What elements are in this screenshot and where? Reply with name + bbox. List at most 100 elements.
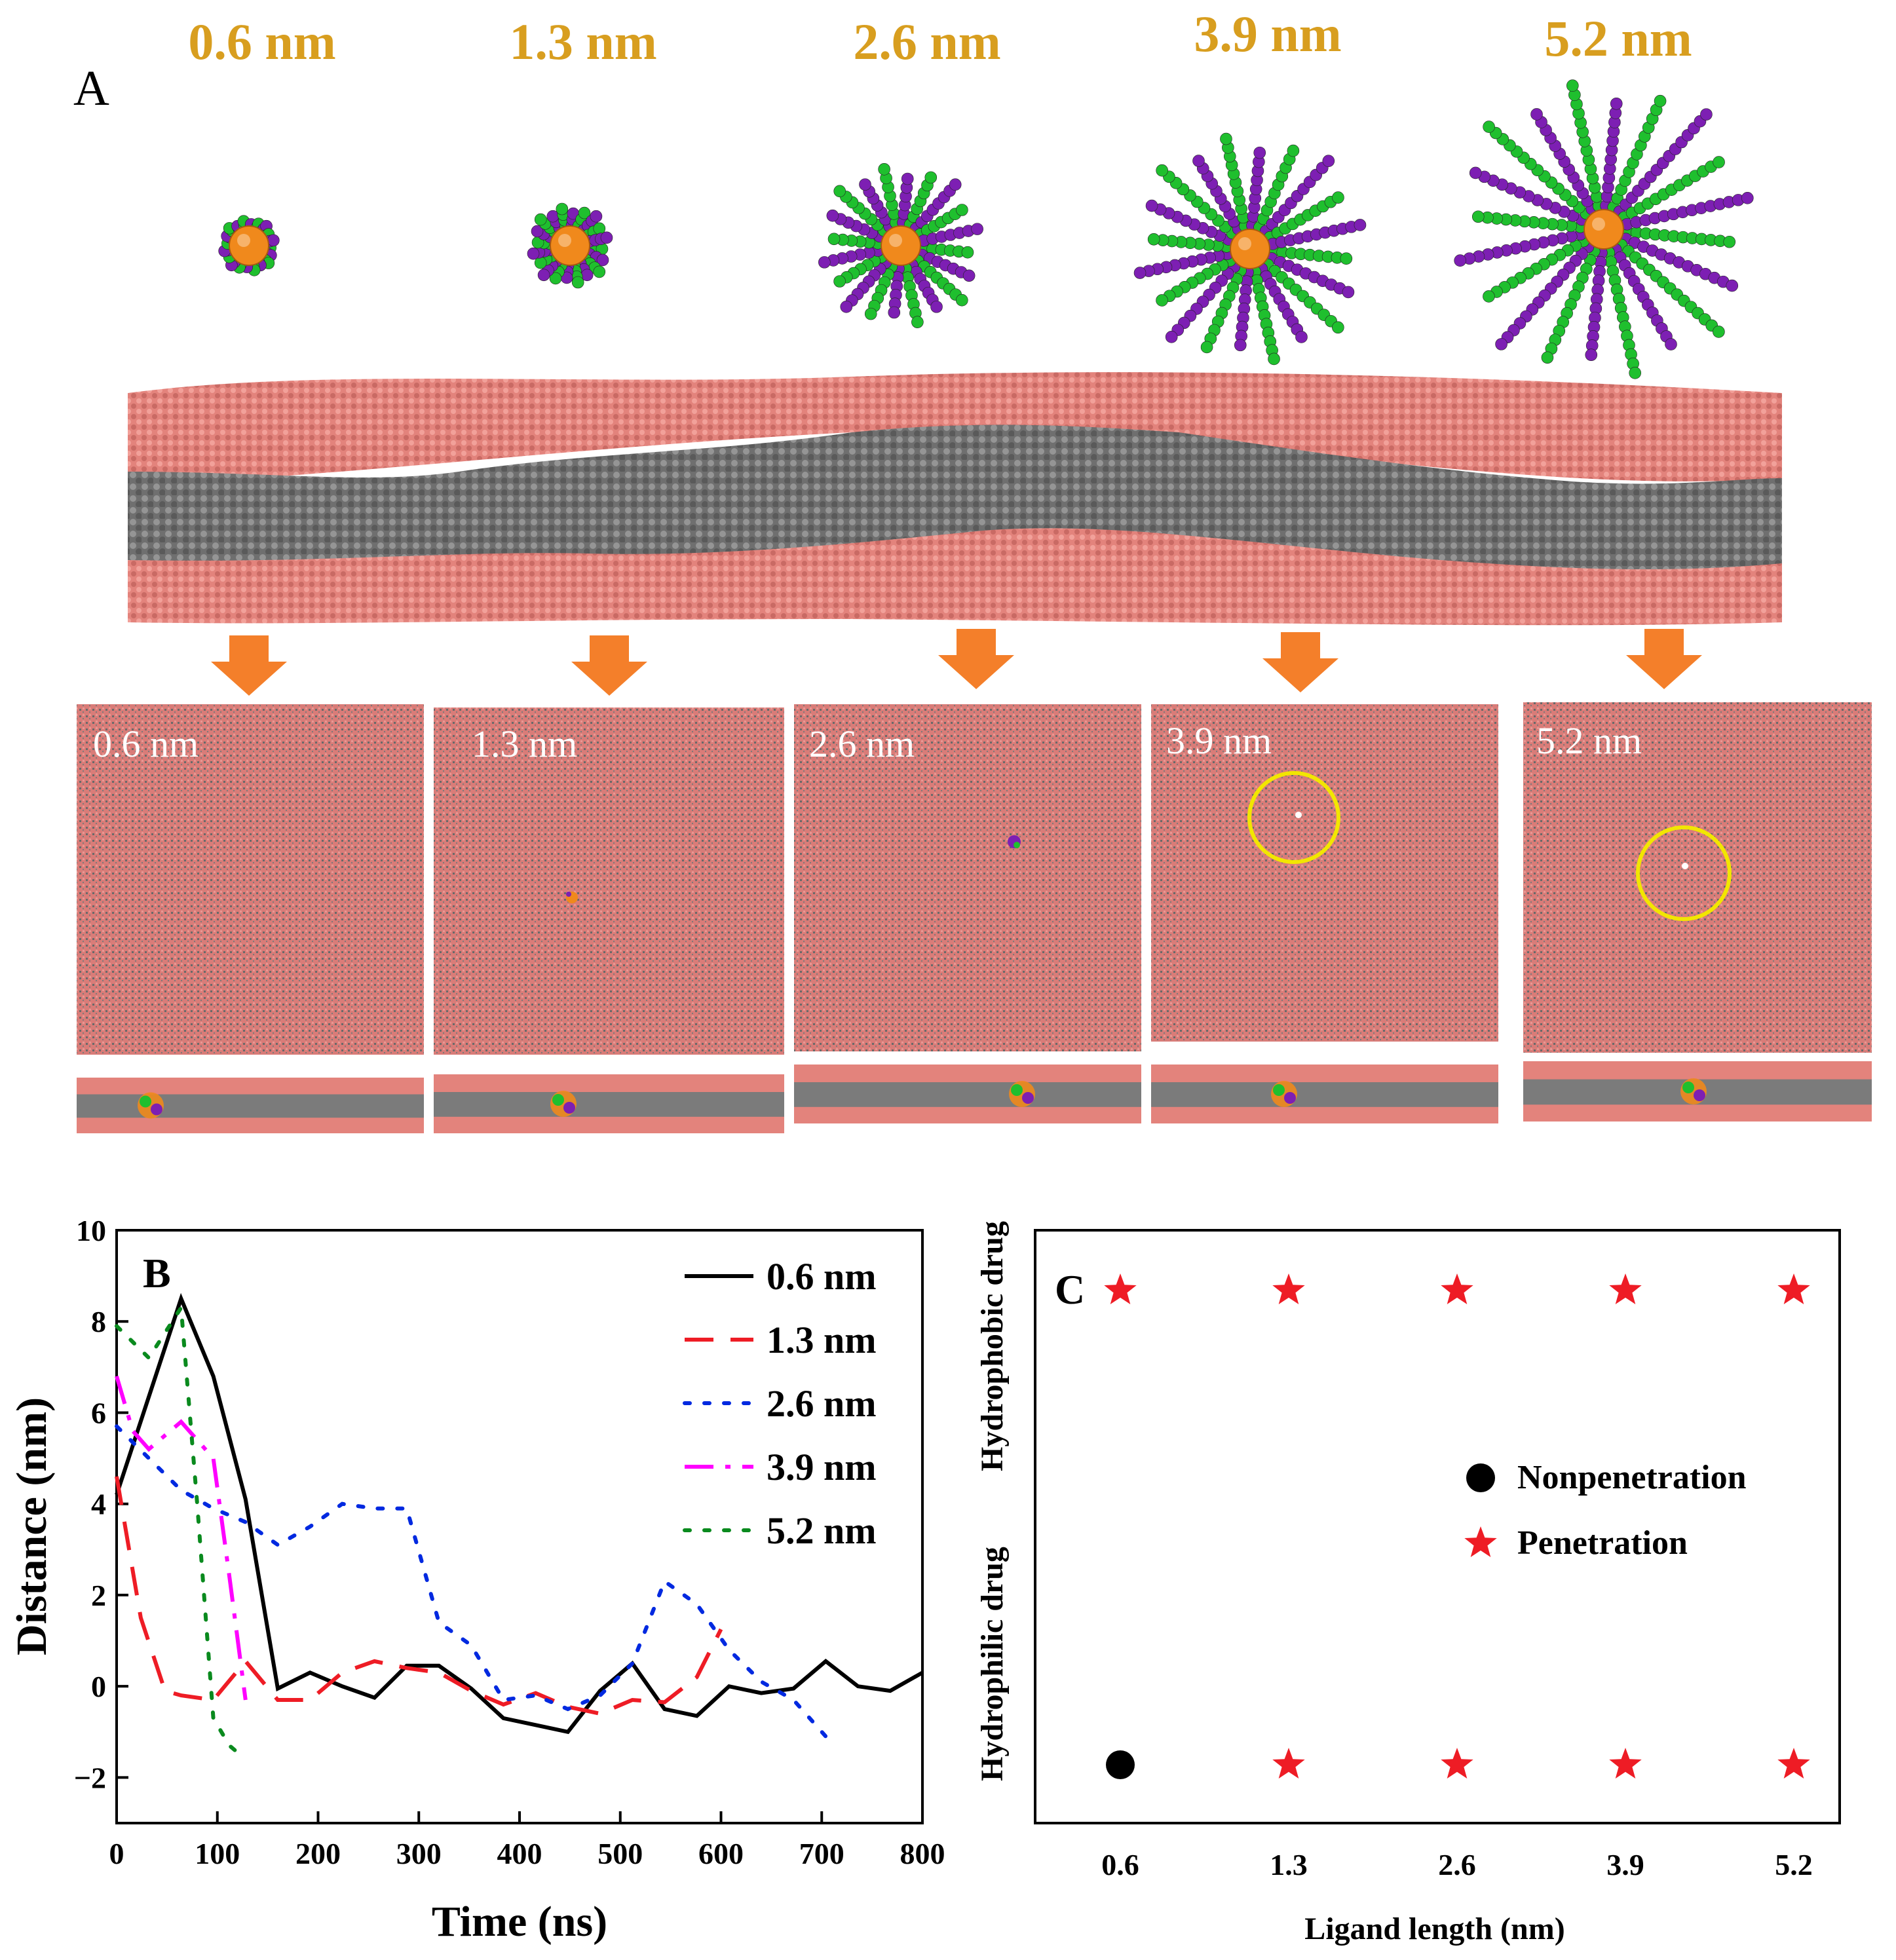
panel-c-xlabel: Ligand length (nm) xyxy=(1304,1912,1564,1946)
panel-a-label: A xyxy=(73,61,109,116)
panel-c-ylabel-top: Hydrophobic drug xyxy=(975,1221,1010,1471)
b-ytick-label-1: 0 xyxy=(91,1670,106,1703)
snapshot-label-1: 1.3 nm xyxy=(472,723,577,765)
nanoparticle-3 xyxy=(1133,132,1367,366)
snapshot-1: 1.3 nm xyxy=(434,707,784,1055)
snapshot-label-2: 2.6 nm xyxy=(809,723,915,765)
b-series-line-4 xyxy=(115,1302,248,1762)
panel-b-series xyxy=(115,1292,924,1762)
pore-circle-3 xyxy=(1247,771,1340,864)
b-xtick-label-3: 300 xyxy=(396,1837,442,1870)
arrows xyxy=(211,629,1702,696)
c-xtick-label-0: 0.6 xyxy=(1101,1848,1139,1881)
b-ytick-label-5: 8 xyxy=(91,1305,106,1338)
b-ytick-label-3: 4 xyxy=(91,1488,106,1521)
panel-b-legend: 0.6 nm 1.3 nm 2.6 nm 3.9 nm 5.2 nm xyxy=(683,1255,877,1552)
c-legend-label-1: Penetration xyxy=(1517,1524,1688,1562)
b-xtick-label-5: 500 xyxy=(597,1837,643,1870)
c-point-7 xyxy=(1441,1748,1473,1779)
snapshot-2: 2.6 nm xyxy=(794,704,1141,1051)
membrane-bottom-leaflet xyxy=(128,528,1782,626)
nanoparticles xyxy=(218,79,1754,379)
side-view-strips xyxy=(77,1061,1872,1133)
panel-c-points xyxy=(1104,1273,1810,1779)
b-xtick-label-1: 100 xyxy=(195,1837,240,1870)
c-point-4 xyxy=(1777,1273,1810,1304)
size-label-0: 0.6 nm xyxy=(188,13,335,70)
membrane-side-view xyxy=(128,372,1782,626)
side-strip-2 xyxy=(794,1065,1141,1123)
down-arrow-4 xyxy=(1626,629,1702,689)
down-arrow-2 xyxy=(938,629,1014,689)
c-point-8 xyxy=(1609,1748,1642,1779)
b-series-line-0 xyxy=(115,1292,924,1735)
c-point-2 xyxy=(1441,1273,1473,1304)
panel-b-label: B xyxy=(143,1250,171,1296)
c-xtick-label-3: 3.9 xyxy=(1606,1848,1644,1881)
snapshot-4: 5.2 nm xyxy=(1523,702,1872,1053)
c-xtick-label-4: 5.2 xyxy=(1775,1848,1813,1881)
down-arrow-1 xyxy=(571,635,647,696)
b-legend-label-2: 2.6 nm xyxy=(767,1382,877,1425)
snapshots: 0.6 nm 1.3 nm 2.6 nm 3.9 nm xyxy=(77,702,1872,1055)
b-xtick-label-0: 0 xyxy=(109,1837,124,1870)
side-strip-4 xyxy=(1523,1061,1872,1121)
size-labels: 0.6 nm 1.3 nm 2.6 nm 3.9 nm 5.2 nm xyxy=(188,5,1692,70)
b-series-line-1 xyxy=(115,1476,723,1716)
c-point-1 xyxy=(1272,1273,1305,1304)
snapshot-label-4: 5.2 nm xyxy=(1536,719,1642,762)
panel-c: C 0.6 1.3 2.6 3.9 5.2 Nonpenetration Penetrat… xyxy=(975,1221,1841,1946)
down-arrow-3 xyxy=(1262,632,1338,692)
c-legend-circle xyxy=(1466,1463,1495,1492)
side-strip-0 xyxy=(77,1078,424,1133)
c-xtick-label-1: 1.3 xyxy=(1270,1848,1308,1881)
c-point-0 xyxy=(1104,1273,1137,1304)
snapshot-label-0: 0.6 nm xyxy=(93,723,199,765)
panel-c-ticks: 0.6 1.3 2.6 3.9 5.2 xyxy=(1101,1848,1813,1881)
side-strip-3 xyxy=(1151,1065,1498,1123)
nanoparticle-1 xyxy=(527,202,613,289)
panel-b-xlabel: Time (ns) xyxy=(432,1898,607,1946)
panel-c-ylabel-bottom: Hydrophilic drug xyxy=(975,1547,1010,1781)
b-legend-label-3: 3.9 nm xyxy=(767,1446,877,1488)
panel-c-legend: Nonpenetration Penetration xyxy=(1464,1459,1747,1562)
b-ytick-label-2: 2 xyxy=(91,1579,106,1612)
b-legend-label-1: 1.3 nm xyxy=(767,1319,877,1361)
b-ytick-label-4: 6 xyxy=(91,1396,106,1429)
c-legend-star xyxy=(1464,1526,1497,1557)
c-point-6 xyxy=(1272,1748,1305,1779)
c-legend-label-0: Nonpenetration xyxy=(1517,1459,1747,1496)
b-xtick-label-2: 200 xyxy=(295,1837,341,1870)
snapshot-3: 3.9 nm xyxy=(1151,704,1498,1042)
pore-circle-4 xyxy=(1636,825,1732,921)
panel-c-frame xyxy=(1034,1229,1841,1824)
b-legend-label-0: 0.6 nm xyxy=(767,1255,877,1298)
membrane-tail-region xyxy=(128,424,1782,571)
b-xtick-label-7: 700 xyxy=(799,1837,844,1870)
panel-b: B 0 100 200 300 400 500 600 700 800 −2 0 2 4 6 8 10 0.6… xyxy=(8,1214,945,1946)
size-label-2: 2.6 nm xyxy=(853,13,1000,70)
c-point-3 xyxy=(1609,1273,1642,1304)
c-point-5 xyxy=(1106,1750,1135,1779)
nanoparticle-4 xyxy=(1454,79,1754,379)
b-ytick-label-0: −2 xyxy=(74,1761,106,1794)
b-xtick-label-6: 600 xyxy=(698,1837,744,1870)
c-point-9 xyxy=(1777,1748,1810,1779)
size-label-4: 5.2 nm xyxy=(1544,10,1692,67)
panel-b-ylabel: Distance (nm) xyxy=(8,1397,56,1655)
b-series-line-3 xyxy=(115,1375,248,1701)
b-xtick-label-4: 400 xyxy=(497,1837,542,1870)
nanoparticle-2 xyxy=(818,163,983,328)
size-label-1: 1.3 nm xyxy=(509,13,656,70)
panel-a: A 0.6 nm 1.3 nm 2.6 nm 3.9 nm 5.2 nm 0.6… xyxy=(73,5,1872,1133)
snapshot-0: 0.6 nm xyxy=(77,704,424,1055)
b-ytick-label-6: 10 xyxy=(76,1214,106,1247)
side-strip-1 xyxy=(434,1074,784,1133)
panel-c-label: C xyxy=(1055,1266,1085,1313)
b-xtick-label-8: 800 xyxy=(900,1837,945,1870)
panel-b-ticks: 0 100 200 300 400 500 600 700 800 −2 0 2 4 6 8 10 xyxy=(74,1214,945,1870)
down-arrow-0 xyxy=(211,635,287,696)
b-legend-label-4: 5.2 nm xyxy=(767,1509,877,1552)
c-xtick-label-2: 2.6 xyxy=(1438,1848,1476,1881)
